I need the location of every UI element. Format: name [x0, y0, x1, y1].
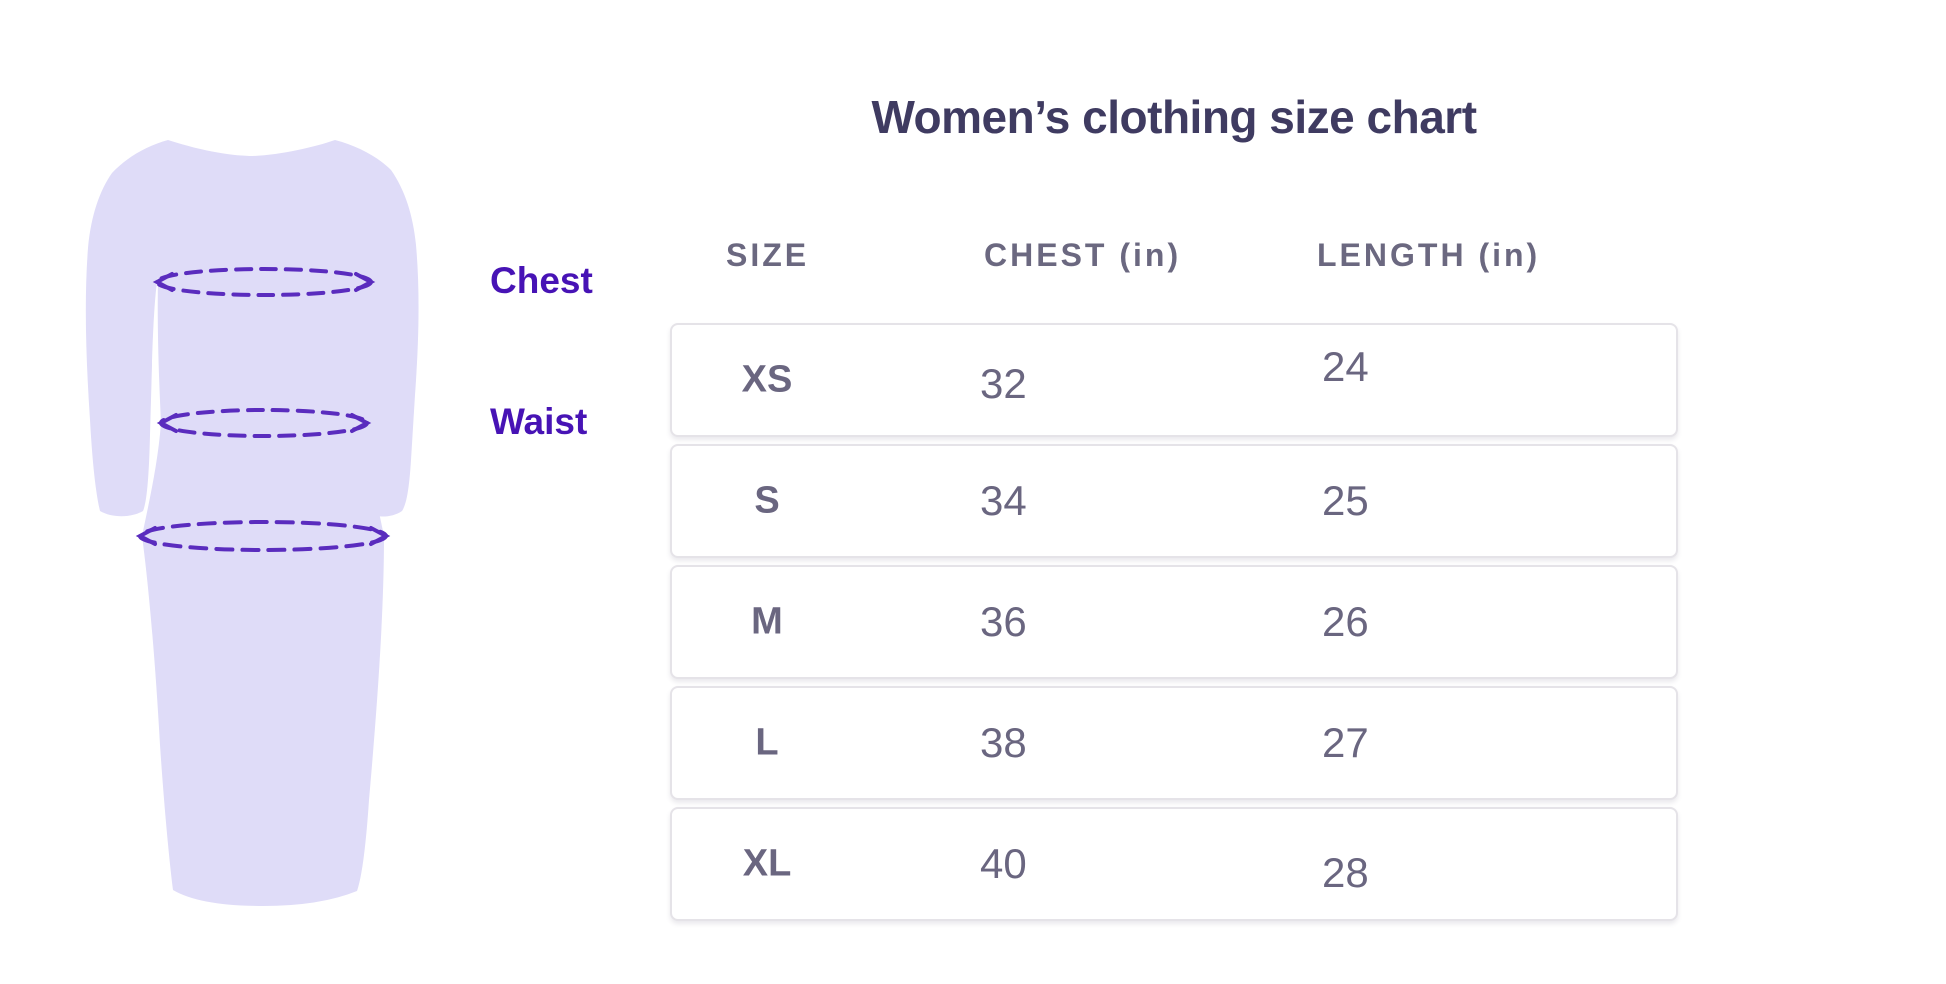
size-value: S [754, 479, 780, 522]
waist-measure-label: Waist [490, 401, 588, 442]
chest-measure-line [152, 267, 376, 297]
length-value: 24 [1322, 343, 1369, 390]
column-header-chest: CHEST (in) [984, 237, 1182, 273]
chest-value: 34 [980, 477, 1027, 524]
chest-value: 36 [980, 598, 1027, 645]
dress-illustration [85, 140, 419, 906]
length-value: 27 [1322, 719, 1369, 766]
length-value: 26 [1322, 598, 1369, 645]
length-value: 25 [1322, 477, 1369, 524]
chest-measure-label: Chest [490, 260, 593, 301]
waist-measure-line [156, 408, 372, 438]
page-title: Women’s clothing size chart [871, 91, 1477, 143]
size-value: L [755, 721, 779, 764]
table-row-l: L 38 27 [670, 686, 1678, 800]
table-row-s: S 34 25 [670, 444, 1678, 558]
table-row-xl: XL 40 28 [670, 807, 1678, 921]
hip-measure-line [135, 520, 391, 552]
chest-value: 40 [980, 840, 1027, 887]
column-header-length: LENGTH (in) [1317, 237, 1541, 273]
size-value: XL [742, 842, 792, 885]
size-value: XS [741, 358, 793, 401]
chest-value: 32 [980, 360, 1027, 407]
column-header-size: SIZE [726, 237, 810, 273]
chest-value: 38 [980, 719, 1027, 766]
size-value: M [751, 600, 783, 643]
table-row-m: M 36 26 [670, 565, 1678, 679]
length-value: 28 [1322, 849, 1369, 896]
table-row-xs: XS 32 24 [670, 323, 1678, 437]
